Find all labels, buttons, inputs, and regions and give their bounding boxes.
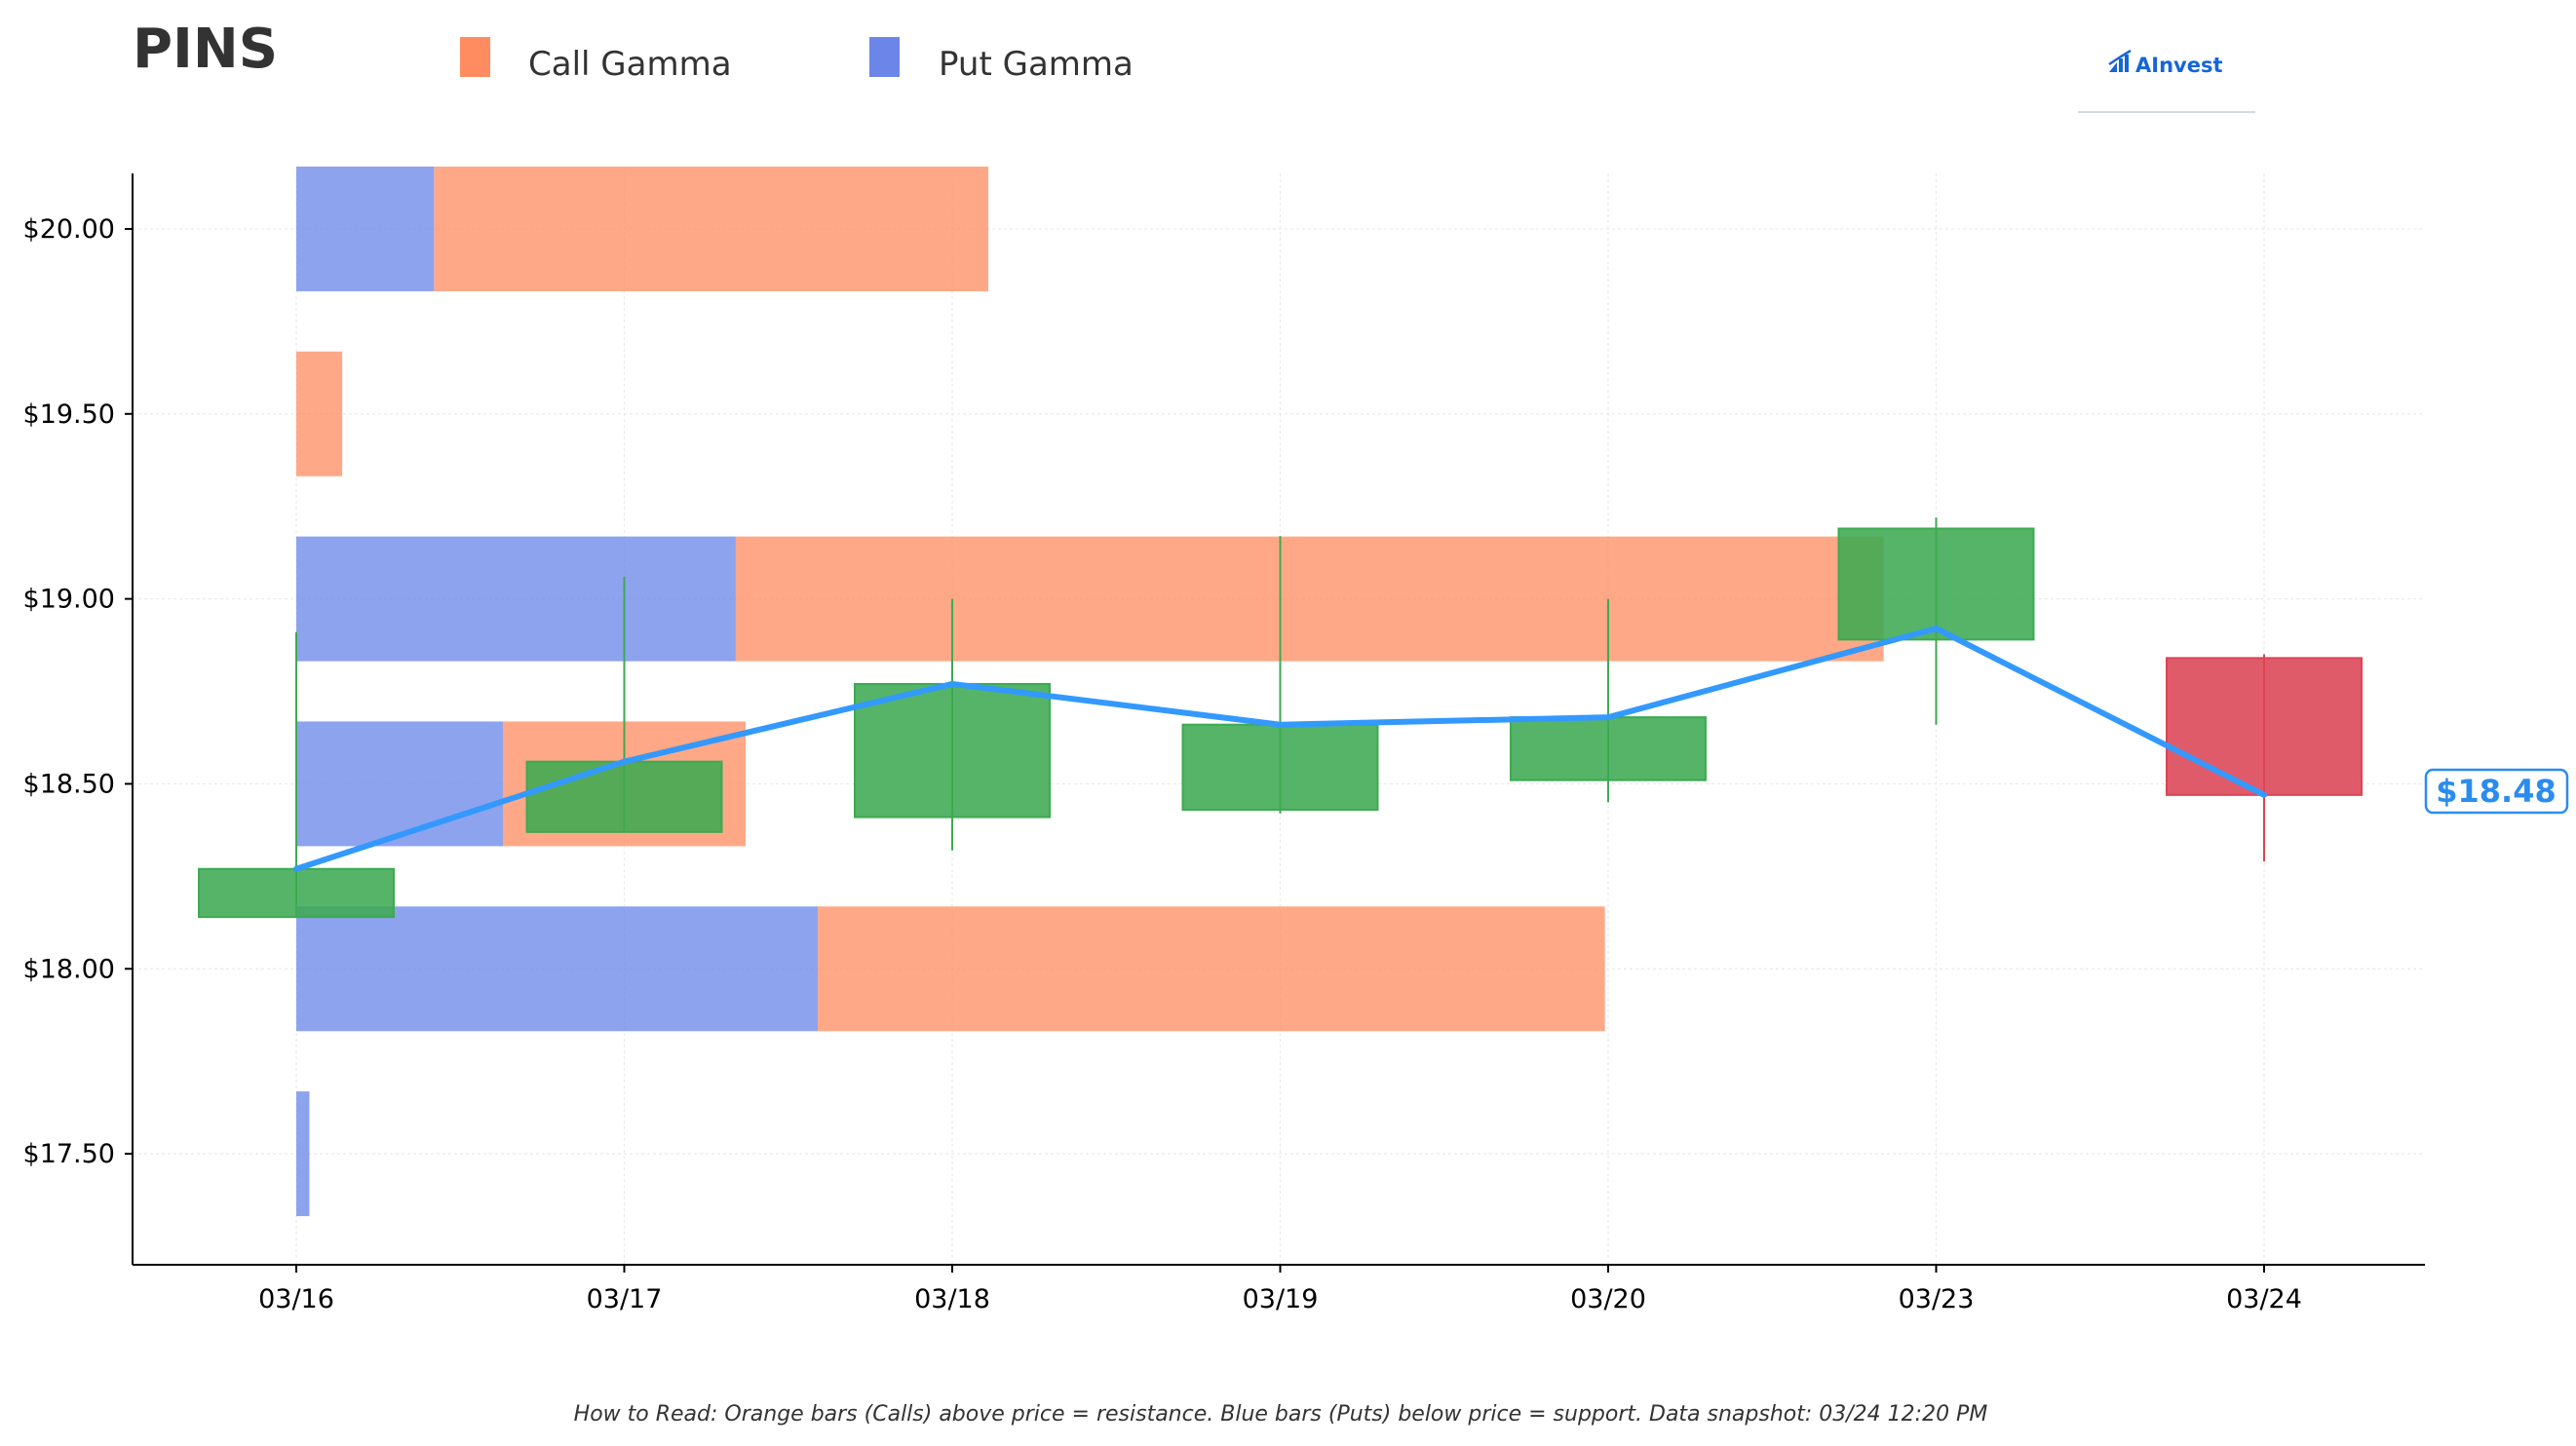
logo-chart-icon — [2108, 49, 2132, 72]
close-price-line-group — [293, 625, 2267, 872]
x-tick-label-0: 03/16 — [258, 1284, 334, 1314]
legend-swatch-call-gamma — [460, 37, 490, 77]
put-gamma-bar-3 — [296, 721, 503, 847]
current-price-box — [2424, 768, 2569, 815]
close-price-line — [293, 625, 2267, 872]
y-tick-label-3: $19.00 — [23, 585, 115, 615]
x-tick-label-5: 03/23 — [1899, 1284, 1975, 1314]
y-tick-label-0: $17.50 — [23, 1139, 115, 1169]
candles — [198, 517, 2363, 919]
candle-body-6 — [2166, 657, 2363, 796]
y-tick-label-1: $18.00 — [23, 954, 115, 984]
legend-label-call-gamma: Call Gamma — [528, 45, 732, 84]
chart-title: PINS — [133, 18, 278, 81]
y-tick-label-5: $20.00 — [23, 214, 115, 245]
candle-body-5 — [1837, 527, 2035, 641]
put-gamma-bar-2 — [296, 536, 736, 662]
call-gamma-bar-4 — [818, 906, 1605, 1032]
candle-body-2 — [854, 682, 1051, 818]
candle-body-1 — [525, 760, 723, 833]
x-tick-label-4: 03/20 — [1570, 1284, 1646, 1314]
current-price-label: $18.48 — [2436, 773, 2556, 810]
y-tick-label-2: $18.50 — [23, 769, 115, 799]
put-gamma-bar-5 — [296, 1091, 310, 1217]
axes: $17.50 $18.00 $18.50 $19.00 $19.50 $20.00 03/1… — [23, 173, 2425, 1314]
put-gamma-bar-0 — [296, 166, 435, 291]
call-gamma-bar-1 — [296, 351, 343, 476]
x-tick-label-2: 03/18 — [914, 1284, 990, 1314]
put-gamma-bar-4 — [296, 906, 819, 1032]
x-tick-label-1: 03/17 — [587, 1284, 663, 1314]
candle-body-4 — [1510, 716, 1707, 781]
footnote: How to Read: Orange bars (Calls) above p… — [574, 1402, 1988, 1427]
logo: AInvest — [2078, 49, 2255, 113]
call-gamma-bar-0 — [434, 166, 989, 291]
x-tick-label-3: 03/19 — [1243, 1284, 1319, 1314]
logo-text: AInvest — [2135, 54, 2223, 77]
gamma-bars — [296, 166, 1884, 1217]
y-tick-label-4: $19.50 — [23, 400, 115, 430]
legend: Call Gamma Put Gamma — [460, 37, 1134, 84]
grid — [133, 173, 2425, 1265]
x-tick-label-6: 03/24 — [2226, 1284, 2302, 1314]
legend-swatch-put-gamma — [869, 37, 900, 77]
current-price-tag: $18.48 — [2424, 768, 2569, 815]
call-gamma-bar-2 — [735, 536, 1884, 662]
candle-body-0 — [198, 867, 395, 919]
legend-label-put-gamma: Put Gamma — [939, 45, 1134, 84]
candle-body-3 — [1181, 723, 1379, 812]
